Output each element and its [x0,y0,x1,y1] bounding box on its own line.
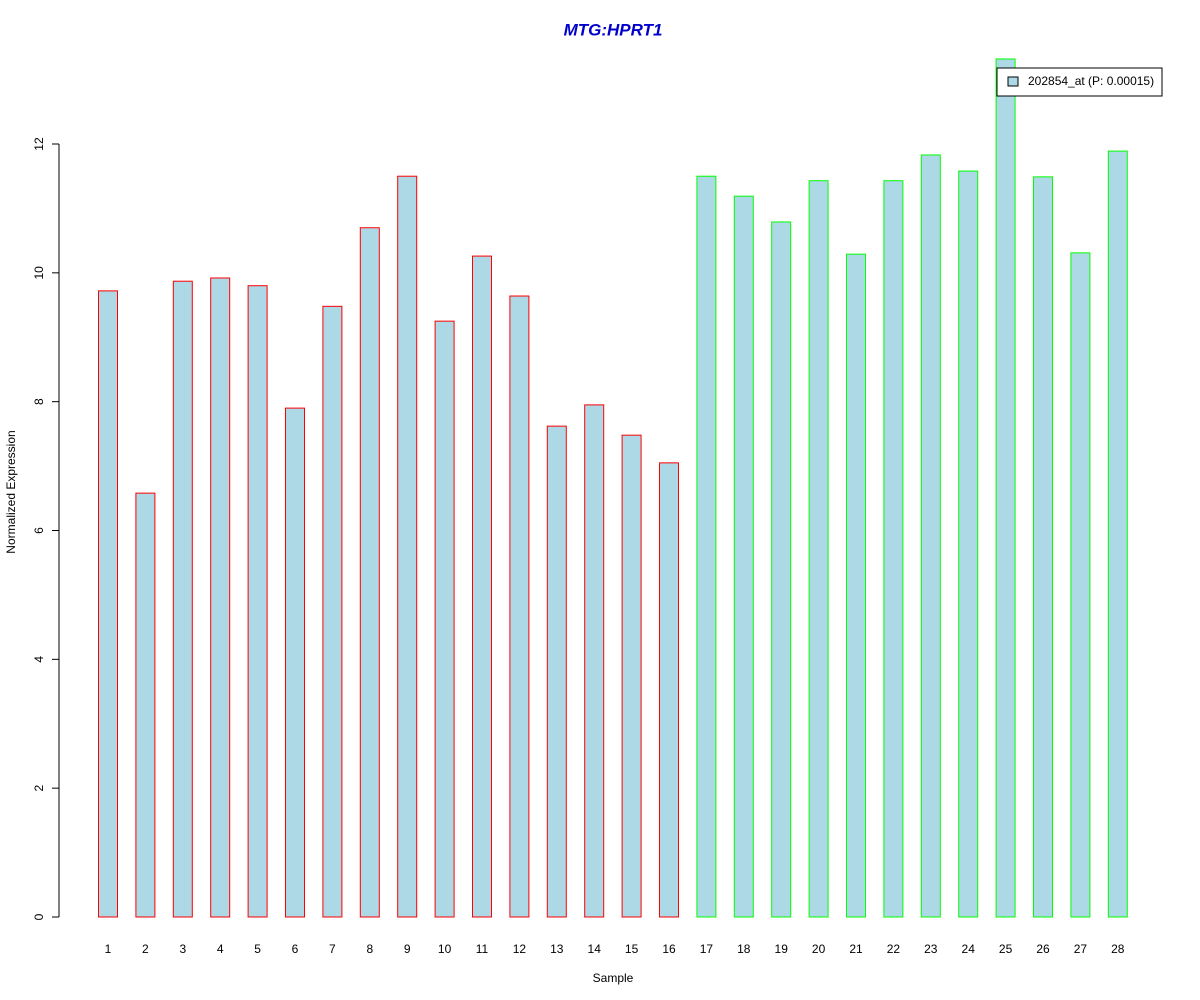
bar [733,195,754,918]
x-tick-label: 18 [737,942,751,956]
x-tick-label: 2 [142,942,149,956]
x-tick-label: 26 [1036,942,1050,956]
bar [285,407,305,918]
x-tick-label: 5 [254,942,261,956]
legend-label: 202854_at (P: 0.00015) [1028,74,1154,88]
bar [621,434,642,918]
bar [696,175,717,918]
x-tick-label: 6 [292,942,299,956]
y-tick-label: 2 [32,785,46,792]
x-tick-label: 11 [476,942,489,956]
x-tick-label: 1 [105,942,112,956]
bar [808,180,829,918]
x-tick-label: 22 [887,942,901,956]
y-tick-label: 8 [32,398,46,405]
bar [397,175,418,918]
x-tick-label: 19 [775,942,789,956]
y-tick-label: 6 [32,527,46,534]
bar [1033,176,1053,918]
bar [1070,252,1091,918]
bar [546,425,567,918]
x-tick-label: 7 [329,942,336,956]
bar [210,277,231,918]
x-tick-label: 13 [550,942,564,956]
bar [1107,150,1128,918]
chart-title: MTG:HPRT1 [564,20,663,39]
bar [359,227,380,918]
x-tick-label: 3 [179,942,186,956]
x-tick-label: 24 [962,942,976,956]
x-tick-label: 8 [366,942,373,956]
x-tick-label: 10 [438,942,452,956]
x-tick-label: 14 [588,942,602,956]
y-tick-label: 0 [32,913,46,920]
bar [659,462,679,918]
y-axis-label: Normalized Expression [4,430,18,553]
x-tick-label: 23 [924,942,938,956]
x-tick-label: 17 [700,942,714,956]
bar [509,295,530,918]
x-tick-label: 16 [662,942,676,956]
x-axis-label: Sample [593,971,634,985]
x-tick-label: 20 [812,942,826,956]
bar [846,253,866,918]
x-tick-label: 15 [625,942,639,956]
y-tick-label: 10 [32,266,46,280]
legend-box [996,67,1163,97]
bar [322,305,343,918]
x-tick-label: 21 [849,942,863,956]
x-tick-label: 12 [513,942,527,956]
x-tick-label: 9 [404,942,411,956]
bar [434,320,455,918]
bar [995,58,1016,918]
bar [135,492,156,918]
x-tick-label: 28 [1111,942,1125,956]
x-tick-label: 27 [1074,942,1088,956]
bar [247,285,268,918]
bar [472,255,492,918]
bar [584,404,605,918]
bar [883,180,904,918]
y-tick-label: 4 [32,656,46,663]
bar [172,280,193,918]
x-tick-label: 4 [217,942,224,956]
bar [958,170,979,918]
bar [98,290,118,918]
x-tick-label: 25 [999,942,1013,956]
bar [920,154,941,918]
bar [771,221,792,918]
y-tick-label: 12 [32,137,46,151]
legend-swatch [1007,76,1019,87]
